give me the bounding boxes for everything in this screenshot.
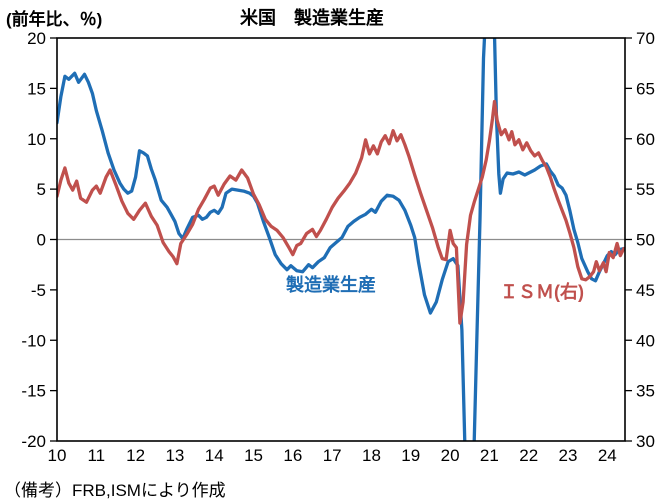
left-axis-tick-label: 20 <box>27 29 46 48</box>
x-axis-tick-label: 24 <box>598 446 617 465</box>
x-axis-tick-label: 14 <box>205 446 224 465</box>
x-axis-tick-label: 13 <box>165 446 184 465</box>
series-line-manufacturing <box>57 38 625 441</box>
left-axis-tick-label: -15 <box>21 382 46 401</box>
left-axis-tick-label: 5 <box>37 180 46 199</box>
right-axis-tick-label: 45 <box>636 281 655 300</box>
x-axis-tick-label: 16 <box>283 446 302 465</box>
right-axis-tick-label: 70 <box>636 29 655 48</box>
left-axis-tick-label: -20 <box>21 432 46 451</box>
x-axis-tick-label: 11 <box>87 446 105 465</box>
x-axis-tick-label: 22 <box>519 446 538 465</box>
left-axis-tick-label: 10 <box>27 130 46 149</box>
left-axis-tick-label: 0 <box>37 231 46 250</box>
legend-label-ism: ＩＳＭ(右) <box>500 282 584 302</box>
x-axis-tick-label: 18 <box>362 446 381 465</box>
x-axis-tick-label: 12 <box>126 446 145 465</box>
left-axis-unit-label: (前年比、％) <box>6 10 103 29</box>
series-line-ism <box>57 99 625 325</box>
x-axis-tick-label: 21 <box>480 446 499 465</box>
left-axis-tick-label: 15 <box>27 79 46 98</box>
right-axis-tick-label: 35 <box>636 382 655 401</box>
right-axis-tick-label: 60 <box>636 130 655 149</box>
left-axis-tick-label: -10 <box>21 331 46 350</box>
right-axis-tick-label: 55 <box>636 180 655 199</box>
source-note: （備考）FRB,ISMにより作成 <box>4 481 226 500</box>
x-axis-tick-label: 23 <box>559 446 578 465</box>
legend-label-manufacturing: 製造業生産 <box>286 275 376 295</box>
right-axis-tick-label: 50 <box>636 231 655 250</box>
x-axis-tick-label: 15 <box>244 446 263 465</box>
right-axis-tick-label: 65 <box>636 79 655 98</box>
right-axis-tick-label: 40 <box>636 331 655 350</box>
x-axis-tick-label: 17 <box>323 446 342 465</box>
x-axis-tick-label: 19 <box>401 446 420 465</box>
right-axis-tick-label: 30 <box>636 432 655 451</box>
chart-title: 米国 製造業生産 <box>240 8 384 28</box>
x-axis-tick-label: 20 <box>441 446 460 465</box>
x-axis-tick-label: 10 <box>48 446 67 465</box>
left-axis-tick-label: -5 <box>31 281 46 300</box>
